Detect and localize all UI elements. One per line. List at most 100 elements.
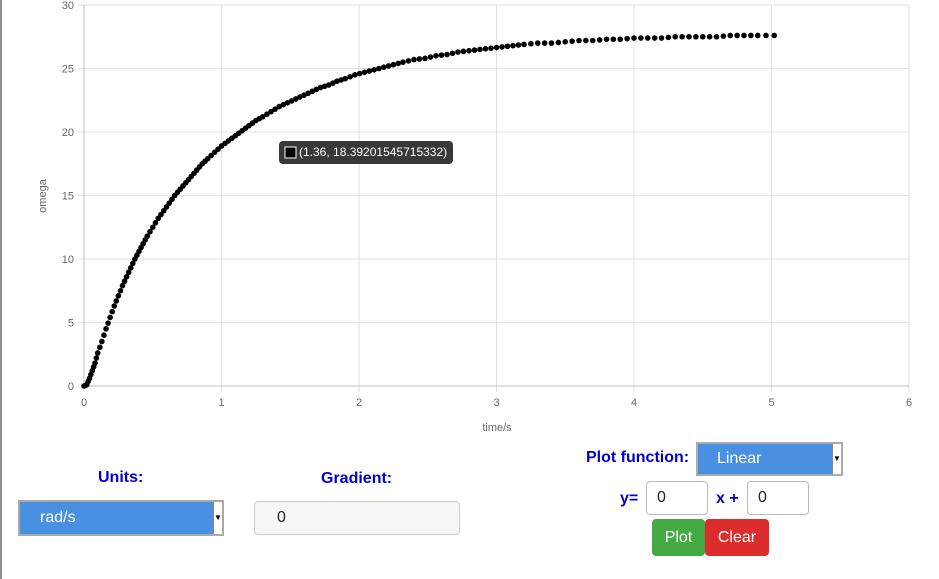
data-point — [449, 50, 456, 57]
data-point — [583, 37, 589, 44]
data-point — [576, 37, 582, 44]
data-point — [400, 59, 406, 65]
x-tick-label: 0 — [81, 397, 87, 409]
data-point — [103, 326, 109, 332]
data-point — [123, 273, 130, 280]
data-point — [644, 35, 651, 41]
data-point — [366, 68, 373, 74]
data-point — [144, 233, 151, 239]
data-point — [665, 34, 672, 41]
y-tick-label: 25 — [62, 64, 74, 76]
dropdown-arrow-icon[interactable]: ▼ — [213, 502, 222, 534]
data-point — [651, 35, 658, 41]
data-point — [488, 45, 494, 51]
data-point — [528, 40, 534, 47]
data-point — [504, 43, 511, 50]
data-point — [272, 106, 278, 112]
data-point — [115, 293, 122, 299]
data-point — [624, 35, 630, 42]
data-point — [713, 33, 720, 40]
data-point — [405, 58, 412, 64]
data-point — [493, 44, 500, 51]
dropdown-arrow-icon[interactable]: ▼ — [832, 444, 841, 474]
data-point — [342, 75, 349, 82]
omega-vs-time-chart: 0 1 2 3 4 5 6 0 5 10 15 20 25 30 time/s omega (1.36, … — [37, 0, 912, 434]
slope-field[interactable] — [646, 481, 708, 515]
data-point — [444, 51, 450, 58]
data-point — [130, 260, 136, 267]
data-point — [422, 55, 428, 62]
x-tick-label: 6 — [906, 397, 912, 409]
data-point — [589, 37, 596, 44]
data-point — [534, 40, 541, 46]
data-point — [693, 33, 699, 40]
data-point — [727, 32, 734, 39]
y-tick-label: 10 — [62, 254, 74, 266]
data-point — [268, 108, 274, 115]
data-point — [264, 111, 270, 118]
data-point — [390, 61, 397, 68]
gradient-field[interactable] — [254, 501, 460, 535]
data-point — [97, 344, 103, 351]
data-point — [433, 53, 439, 59]
data-point — [119, 282, 126, 289]
data-point — [521, 41, 527, 48]
plot-button[interactable]: Plot — [652, 519, 705, 556]
tick-labels: 0 1 2 3 4 5 6 0 5 10 15 20 25 30 — [62, 0, 912, 409]
y-tick-label: 0 — [68, 381, 74, 393]
x-tick-label: 4 — [631, 397, 637, 409]
x-tick-label: 5 — [768, 397, 774, 409]
grid — [78, 4, 910, 392]
data-point — [125, 269, 132, 276]
data-point — [466, 47, 472, 54]
data-point — [748, 32, 754, 39]
data-point — [352, 72, 358, 78]
data-point — [147, 228, 153, 235]
data-point — [411, 56, 417, 63]
data-point — [617, 36, 624, 43]
x-tick-label: 1 — [218, 397, 224, 409]
data-point — [455, 49, 461, 55]
data-point — [672, 33, 679, 40]
data-point — [361, 69, 368, 76]
data-point — [548, 40, 555, 46]
data-point — [510, 42, 516, 49]
x-tick-label: 2 — [356, 397, 362, 409]
data-point — [427, 54, 434, 60]
y-tick-label: 30 — [62, 0, 74, 12]
plot-function-select[interactable]: Linear ▼ — [696, 442, 843, 476]
intercept-field[interactable] — [747, 481, 809, 515]
axes — [83, 5, 909, 387]
y-tick-label: 5 — [68, 318, 74, 330]
data-point — [754, 32, 761, 39]
data-point — [376, 65, 382, 72]
data-point — [438, 52, 445, 58]
data-point — [477, 46, 483, 53]
data-point — [679, 33, 685, 40]
data-point — [152, 220, 159, 226]
data-point — [416, 56, 423, 62]
data-point — [371, 66, 377, 73]
data-point — [771, 32, 778, 39]
data-point — [105, 320, 111, 326]
y-axis-title: omega — [37, 178, 49, 213]
gradient-label: Gradient: — [321, 470, 393, 487]
data-point — [127, 265, 134, 271]
data-point — [93, 355, 100, 361]
data-point — [111, 303, 118, 309]
data-point — [471, 47, 478, 53]
data-point — [699, 33, 706, 40]
tooltip-box — [279, 141, 453, 164]
data-point — [92, 360, 98, 366]
data-point — [385, 63, 392, 69]
data-point — [763, 32, 769, 39]
data-point — [720, 33, 727, 39]
data-point — [109, 308, 115, 315]
clear-button[interactable]: Clear — [705, 519, 769, 556]
data-point — [94, 350, 101, 356]
units-select[interactable]: rad/s ▼ — [18, 500, 224, 536]
units-selected-value: rad/s — [40, 509, 76, 526]
y-equals-label: y= — [620, 490, 639, 507]
data-point — [515, 42, 522, 48]
data-point — [117, 287, 124, 294]
